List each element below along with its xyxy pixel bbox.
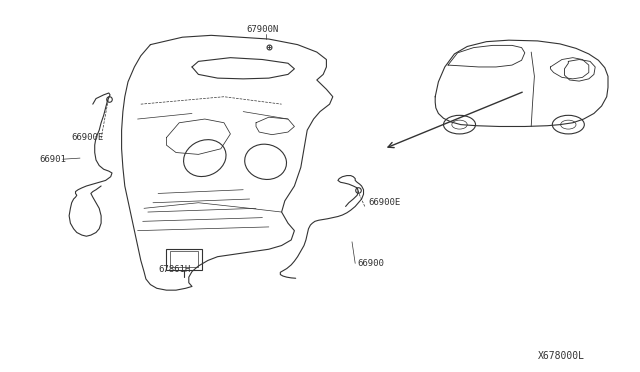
Bar (170, 251, 198, 267)
Bar (166, 249, 202, 270)
Text: 66900: 66900 (357, 259, 384, 268)
Text: 67861H: 67861H (159, 265, 191, 274)
Text: X678000L: X678000L (538, 351, 584, 361)
Text: 66900E: 66900E (368, 198, 400, 207)
Text: 67900N: 67900N (246, 25, 278, 33)
Text: 66900E: 66900E (72, 132, 104, 141)
Text: 66901: 66901 (40, 155, 67, 164)
